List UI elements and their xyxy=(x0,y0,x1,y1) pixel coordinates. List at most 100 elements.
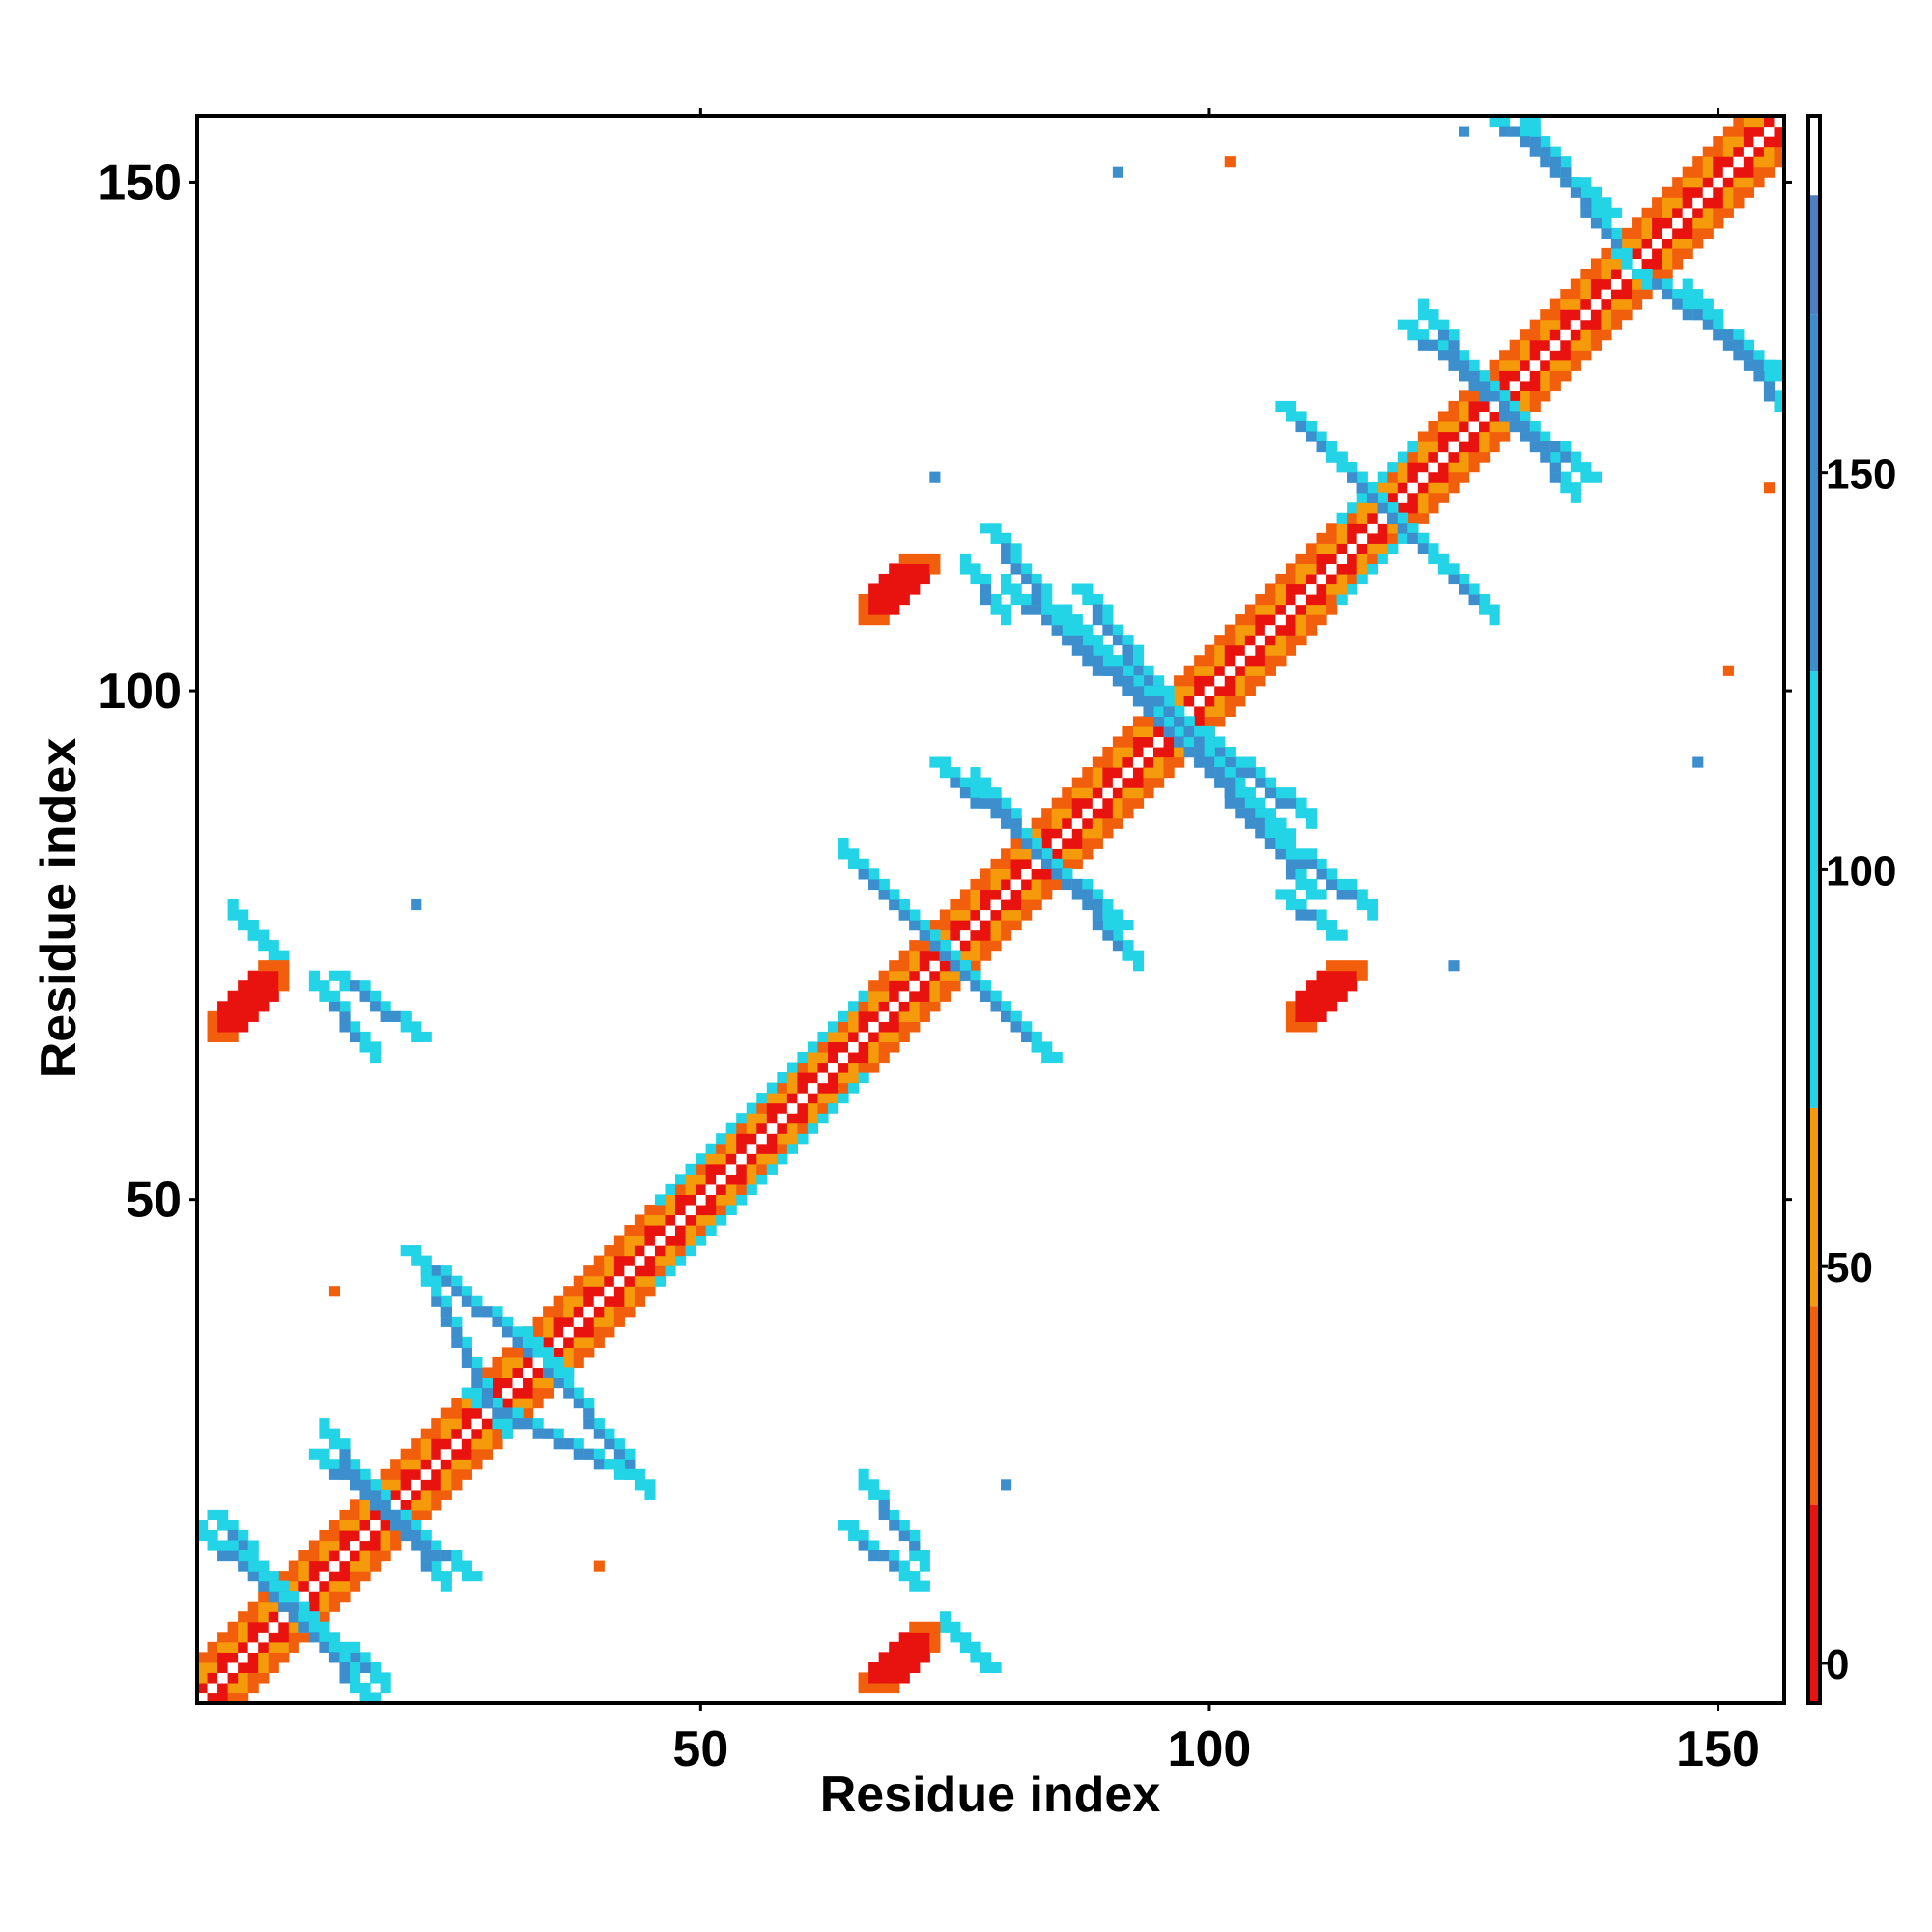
diagonal-cell xyxy=(980,868,992,880)
diagonal-cell xyxy=(1163,746,1175,758)
segment-cell xyxy=(380,1010,391,1022)
diagonal-cell xyxy=(1092,777,1103,788)
diagonal-cell xyxy=(919,970,930,981)
diagonal-cell xyxy=(665,1224,676,1236)
diagonal-cell xyxy=(501,1398,514,1409)
blob-cell xyxy=(919,1632,930,1643)
diagonal-cell xyxy=(481,1367,494,1378)
blob-cell xyxy=(258,970,270,981)
diagonal-cell xyxy=(1621,278,1633,290)
segment-cell xyxy=(1153,685,1165,696)
segment-cell xyxy=(644,1479,656,1491)
segment-cell xyxy=(1621,258,1633,270)
segment-cell xyxy=(411,1245,422,1257)
segment-cell xyxy=(1204,767,1215,779)
segment-cell xyxy=(411,1031,422,1043)
segment-cell xyxy=(1021,563,1033,575)
diagonal-cell xyxy=(1174,675,1185,687)
diagonal-cell xyxy=(1662,207,1673,218)
diagonal-cell xyxy=(1102,777,1114,788)
segment-cell xyxy=(1397,523,1408,534)
diagonal-cell xyxy=(1722,177,1734,188)
diagonal-cell xyxy=(898,1031,910,1043)
diagonal-cell xyxy=(950,980,961,992)
segment-cell xyxy=(1295,420,1307,433)
segment-cell xyxy=(328,1632,341,1643)
diagonal-cell xyxy=(756,1093,768,1104)
segment-cell xyxy=(400,1021,412,1033)
x-axis: 50 100 150 xyxy=(672,108,1760,1777)
segment-cell xyxy=(1641,278,1653,290)
diagonal-cell xyxy=(1387,543,1399,554)
segment-cell xyxy=(1001,1001,1012,1012)
segment-cell xyxy=(1397,319,1408,330)
diagonal-cell xyxy=(1499,420,1511,433)
segment-cell xyxy=(1071,624,1083,636)
diagonal-cell xyxy=(400,1459,412,1470)
segment-cell xyxy=(1194,746,1206,758)
diagonal-cell xyxy=(1244,665,1256,676)
diagonal-cell xyxy=(461,1418,472,1430)
diagonal-cell xyxy=(298,1591,310,1603)
diagonal-cell xyxy=(1326,563,1338,575)
diagonal-cell xyxy=(1632,238,1643,249)
segment-cell xyxy=(1458,583,1470,595)
diagonal-cell xyxy=(1468,420,1480,433)
diagonal-cell xyxy=(1733,197,1745,209)
diagonal-cell xyxy=(532,1356,544,1369)
diagonal-cell xyxy=(1549,359,1561,371)
segment-cell xyxy=(1255,828,1266,839)
diagonal-cell xyxy=(1692,197,1704,209)
diagonal-cell xyxy=(736,1143,748,1154)
diagonal-cell xyxy=(411,1479,422,1491)
diagonal-cell xyxy=(675,1214,687,1226)
diagonal-cell xyxy=(1397,532,1408,544)
segment-cell xyxy=(492,1306,503,1318)
blob-cell xyxy=(878,614,890,626)
segment-cell xyxy=(1082,644,1094,656)
diagonal-cell xyxy=(827,1082,839,1094)
diagonal-cell xyxy=(1031,858,1042,869)
diagonal-cell xyxy=(980,920,992,931)
diagonal-cell xyxy=(736,1133,748,1145)
segment-cell xyxy=(440,1275,452,1287)
diagonal-cell xyxy=(1713,136,1724,148)
segment-cell xyxy=(1214,777,1226,788)
segment-cell xyxy=(950,1632,961,1643)
diagonal-cell xyxy=(1367,553,1378,565)
diagonal-cell xyxy=(573,1286,584,1297)
diagonal-cell xyxy=(207,1692,218,1704)
segment-cell xyxy=(1570,186,1581,198)
diagonal-cell xyxy=(878,1031,890,1043)
segment-cell xyxy=(583,1407,595,1419)
blob-cell xyxy=(858,604,869,615)
diagonal-cell xyxy=(319,1611,330,1623)
diagonal-cell xyxy=(868,1021,880,1033)
diagonal-cell xyxy=(380,1520,391,1531)
diagonal-cell xyxy=(1672,197,1684,209)
diagonal-cell xyxy=(1255,594,1266,606)
segment-cell xyxy=(1305,848,1318,860)
segment-cell xyxy=(929,940,941,952)
blob-cell xyxy=(878,1682,890,1694)
diagonal-cell xyxy=(461,1428,472,1439)
diagonal-cell xyxy=(1031,868,1042,880)
diagonal-cell xyxy=(929,970,941,981)
diagonal-cell xyxy=(563,1326,575,1338)
diagonal-cell xyxy=(440,1438,452,1450)
diagonal-cell xyxy=(1407,451,1419,463)
diagonal-cell xyxy=(400,1489,412,1500)
diagonal-cell xyxy=(227,1621,239,1633)
blob-cell xyxy=(1305,1001,1318,1012)
diagonal-cell xyxy=(420,1428,432,1439)
segment-cell xyxy=(523,1418,534,1430)
diagonal-cell xyxy=(1753,177,1765,188)
segment-cell xyxy=(238,1560,249,1572)
diagonal-cell xyxy=(247,1632,259,1643)
segment-cell xyxy=(339,1662,351,1674)
diagonal-cell xyxy=(1071,777,1083,788)
diagonal-cell xyxy=(553,1306,564,1318)
segment-cell xyxy=(1610,227,1623,239)
diagonal-cell xyxy=(725,1133,737,1145)
diagonal-cell xyxy=(654,1265,667,1277)
